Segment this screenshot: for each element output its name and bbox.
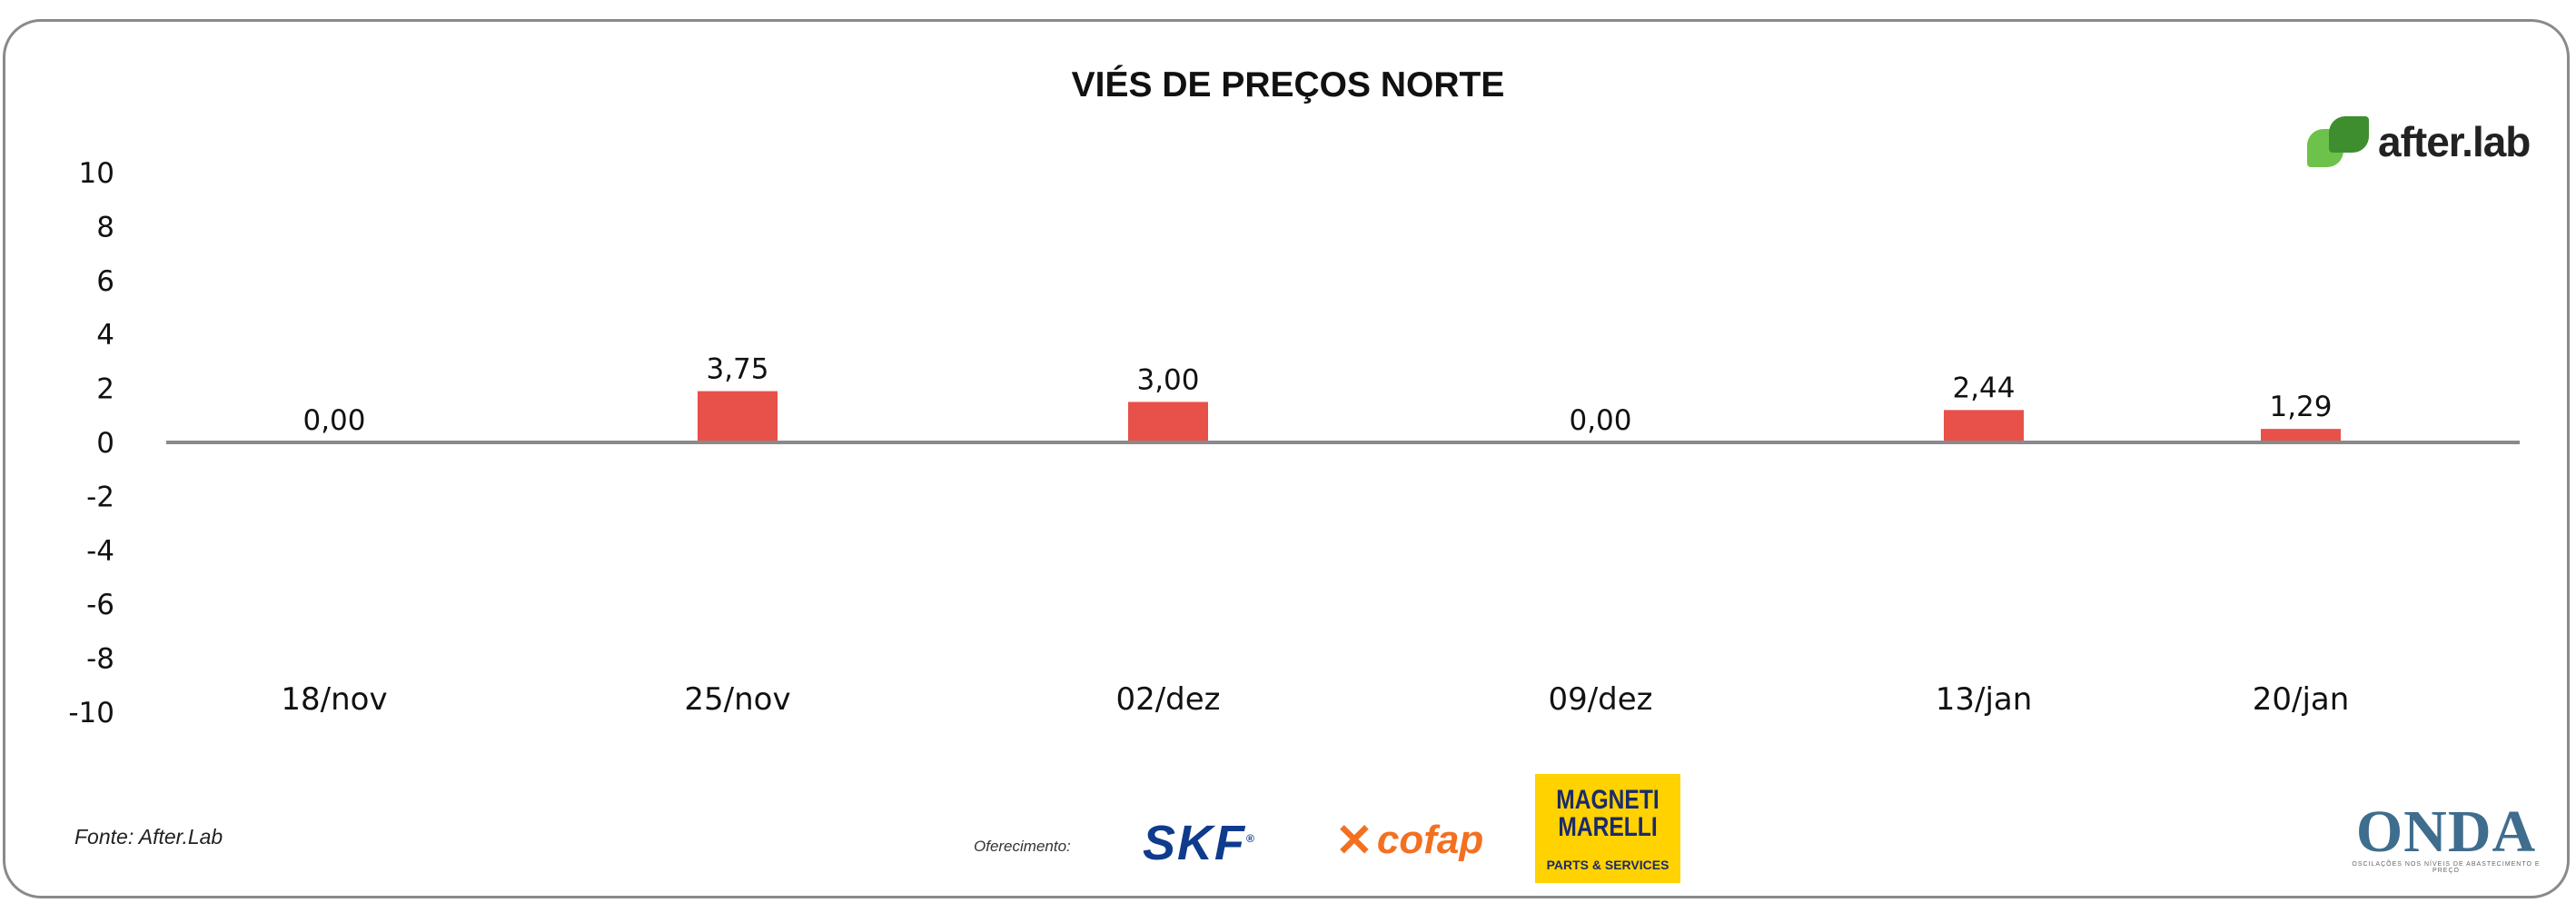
onda-logo: ONDA OSCILAÇÕES NOS NÍVEIS DE ABASTECIME… <box>2351 799 2541 875</box>
onda-tagline: OSCILAÇÕES NOS NÍVEIS DE ABASTECIMENTO E… <box>2352 861 2541 874</box>
cofap-logo-text: cofap <box>1376 818 1484 862</box>
magneti-marelli-tagline: PARTS & SERVICES <box>1546 858 1669 872</box>
data-label: 3,75 <box>706 353 768 386</box>
data-label: 2,44 <box>1952 372 2015 404</box>
x-tick-label: 02/dez <box>1115 681 1220 718</box>
bar <box>1944 410 2024 442</box>
y-tick-label: 6 <box>96 265 114 298</box>
y-tick-label: -4 <box>86 535 114 568</box>
x-tick-label: 20/jan <box>2253 681 2350 718</box>
y-tick-label: 8 <box>96 211 114 243</box>
skf-logo-text: SKF <box>1143 816 1246 870</box>
chart-frame <box>3 19 2570 898</box>
afterlab-logo-text: after.lab <box>2378 118 2531 165</box>
magneti-marelli-logo: MAGNETI MARELLI PARTS & SERVICES <box>1535 774 1680 883</box>
x-tick-label: 25/nov <box>684 681 790 718</box>
y-tick-label: 0 <box>96 427 114 460</box>
cofap-mark-icon: ✕ <box>1335 815 1373 866</box>
magneti-marelli-logo-text: MAGNETI MARELLI <box>1556 785 1660 842</box>
bar <box>1128 402 1208 442</box>
x-tick-label: 13/jan <box>1936 681 2033 718</box>
afterlab-logo: after.lab <box>2307 114 2531 169</box>
onda-logo-text: ONDA <box>2355 799 2537 865</box>
y-tick-label: 4 <box>96 319 114 352</box>
skf-logo: SKF® <box>1143 816 1256 870</box>
chart-title: VIÉS DE PREÇOS NORTE <box>1071 65 1505 104</box>
data-label: 0,00 <box>302 404 365 437</box>
y-tick-label: 10 <box>79 157 114 190</box>
y-tick-label: -2 <box>86 481 114 513</box>
bar <box>2261 429 2341 442</box>
source-note: Fonte: After.Lab <box>74 825 223 848</box>
data-label: 1,29 <box>2269 391 2332 423</box>
y-tick-label: 2 <box>96 373 114 406</box>
bar <box>698 391 778 442</box>
y-tick-label: -6 <box>86 589 114 621</box>
y-tick-label: -10 <box>68 697 114 729</box>
cofap-logo: ✕ cofap <box>1335 814 1483 867</box>
data-label: 3,00 <box>1136 363 1199 396</box>
x-tick-label: 18/nov <box>281 681 387 718</box>
y-tick-label: -8 <box>86 643 114 676</box>
sponsor-label: Oferecimento: <box>974 838 1071 855</box>
data-label: 0,00 <box>1569 404 1631 437</box>
afterlab-mark-icon <box>2307 116 2371 167</box>
x-tick-label: 09/dez <box>1548 681 1652 718</box>
